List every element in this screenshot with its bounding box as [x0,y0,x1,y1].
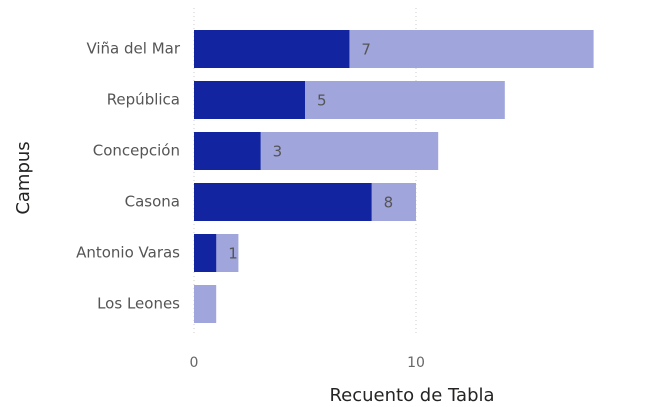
bar [194,183,372,221]
bar [194,285,217,323]
bar [194,234,217,272]
bar [194,132,261,170]
data-label: 5 [317,92,327,110]
bar [194,30,350,68]
y-tick-label: Los Leones [97,295,180,313]
y-tick-label: Casona [125,193,180,211]
data-label: 3 [273,143,283,161]
y-axis-title: Campus [13,141,34,214]
data-label: 7 [361,41,371,59]
data-label: 1 [228,245,238,263]
x-axis-title: Recuento de Tabla [329,385,494,406]
y-tick-label: Viña del Mar [86,40,180,58]
y-tick-label: República [107,91,180,109]
bar [194,81,305,119]
y-tick-label: Concepción [93,142,180,160]
y-tick-label: Antonio Varas [76,244,180,262]
x-tick-label: 10 [407,355,425,371]
data-label: 8 [384,194,394,212]
x-tick-label: 0 [190,355,199,371]
